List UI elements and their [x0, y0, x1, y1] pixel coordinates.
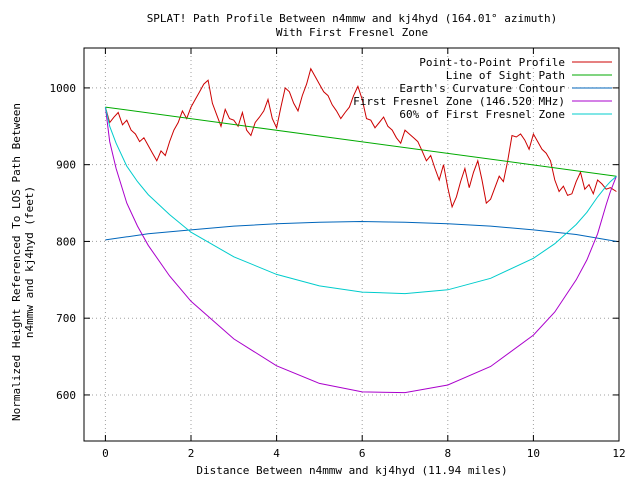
x-tick-label: 6: [359, 447, 366, 460]
y-tick-label: 1000: [50, 82, 77, 95]
x-tick-label: 2: [188, 447, 195, 460]
y-tick-label: 800: [56, 235, 76, 248]
tick-labels: 0 2 4 6 8 10 12 600 700 800 900 1000: [50, 82, 626, 460]
y-axis-label-line2: n4mmw and kj4hyd (feet): [23, 186, 36, 338]
series-line-of-sight-line: [105, 106, 617, 177]
legend-label-line-of-sight: Line of Sight Path: [446, 69, 565, 82]
series-earth-curvature-line: [105, 220, 617, 242]
series-first-fresnel-zone-line: [104, 107, 617, 394]
x-axis-label: Distance Between n4mmw and kj4hyd (11.94…: [196, 464, 507, 477]
legend-label-sixty-percent-fresnel-zone: 60% of First Fresnel Zone: [399, 108, 565, 121]
chart-title-line1: SPLAT! Path Profile Between n4mmw and kj…: [147, 12, 558, 25]
x-tick-label: 4: [273, 447, 280, 460]
y-tick-label: 900: [56, 159, 76, 172]
y-axis-label-line1: Normalized Height Referenced To LOS Path…: [10, 103, 23, 421]
series-sixty-percent-fresnel-zone-line: [104, 106, 617, 295]
y-tick-label: 600: [56, 389, 76, 402]
x-tick-label: 8: [444, 447, 451, 460]
series-profile-line: [104, 67, 617, 209]
legend-label-earth-curvature: Earth's Curvature Contour: [399, 82, 565, 95]
plot-series: [104, 67, 617, 394]
x-tick-label: 10: [527, 447, 540, 460]
x-tick-label: 0: [102, 447, 109, 460]
chart-title-line2: With First Fresnel Zone: [276, 26, 428, 39]
x-tick-label: 12: [612, 447, 625, 460]
legend-label-first-fresnel-zone: First Fresnel Zone (146.520 MHz): [353, 95, 565, 108]
plot-frame: [83, 47, 620, 442]
legend-label-profile: Point-to-Point Profile: [419, 56, 565, 69]
y-tick-label: 700: [56, 312, 76, 325]
